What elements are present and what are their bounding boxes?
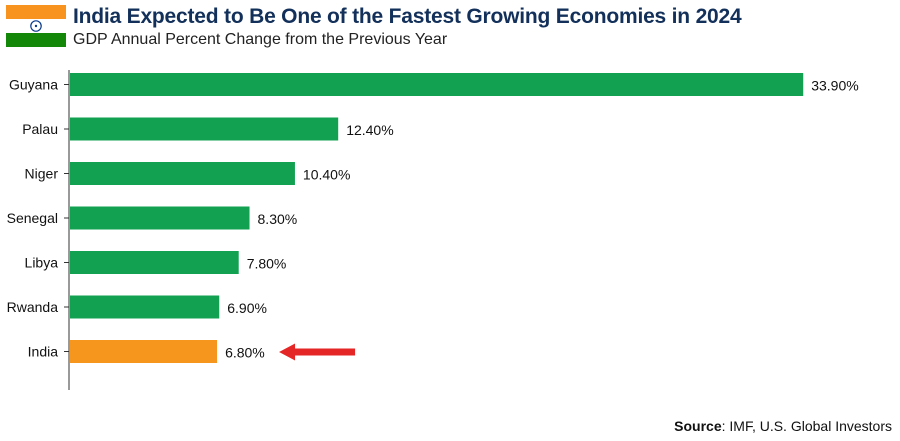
bar (70, 206, 250, 230)
value-label: 6.90% (227, 300, 267, 316)
value-label: 10.40% (303, 167, 350, 183)
source-note: Source: IMF, U.S. Global Investors (674, 418, 892, 434)
value-label: 12.40% (346, 122, 393, 138)
chart-title: India Expected to Be One of the Fastest … (73, 5, 742, 28)
india-flag-icon (6, 5, 66, 47)
category-label: Libya (25, 255, 59, 271)
arrow-shaft (291, 348, 356, 356)
bar (70, 117, 339, 141)
category-label: Guyana (9, 77, 58, 93)
bar (70, 162, 295, 185)
category-label: Palau (22, 121, 58, 137)
value-label: 8.30% (258, 211, 298, 227)
bar (70, 73, 804, 96)
highlight-bar (70, 340, 218, 363)
category-label: Senegal (7, 210, 58, 226)
value-label: 6.80% (225, 345, 265, 361)
source-label: Source (674, 418, 722, 434)
source-text: IMF, U.S. Global Investors (729, 418, 892, 434)
category-label: Niger (25, 166, 59, 182)
bar-chart: Guyana 33.90% Palau 12.40% Niger 10.40% Senega… (7, 70, 859, 390)
arrow-head-icon (279, 343, 296, 361)
chart-subtitle: GDP Annual Percent Change from the Previ… (73, 31, 448, 48)
chart-header: India Expected to Be One of the Fastest … (0, 0, 900, 52)
category-label: Rwanda (7, 299, 59, 315)
bar (70, 295, 220, 319)
bar (70, 251, 239, 274)
category-label: India (28, 344, 59, 360)
value-label: 33.90% (811, 78, 858, 94)
value-label: 7.80% (247, 256, 287, 272)
